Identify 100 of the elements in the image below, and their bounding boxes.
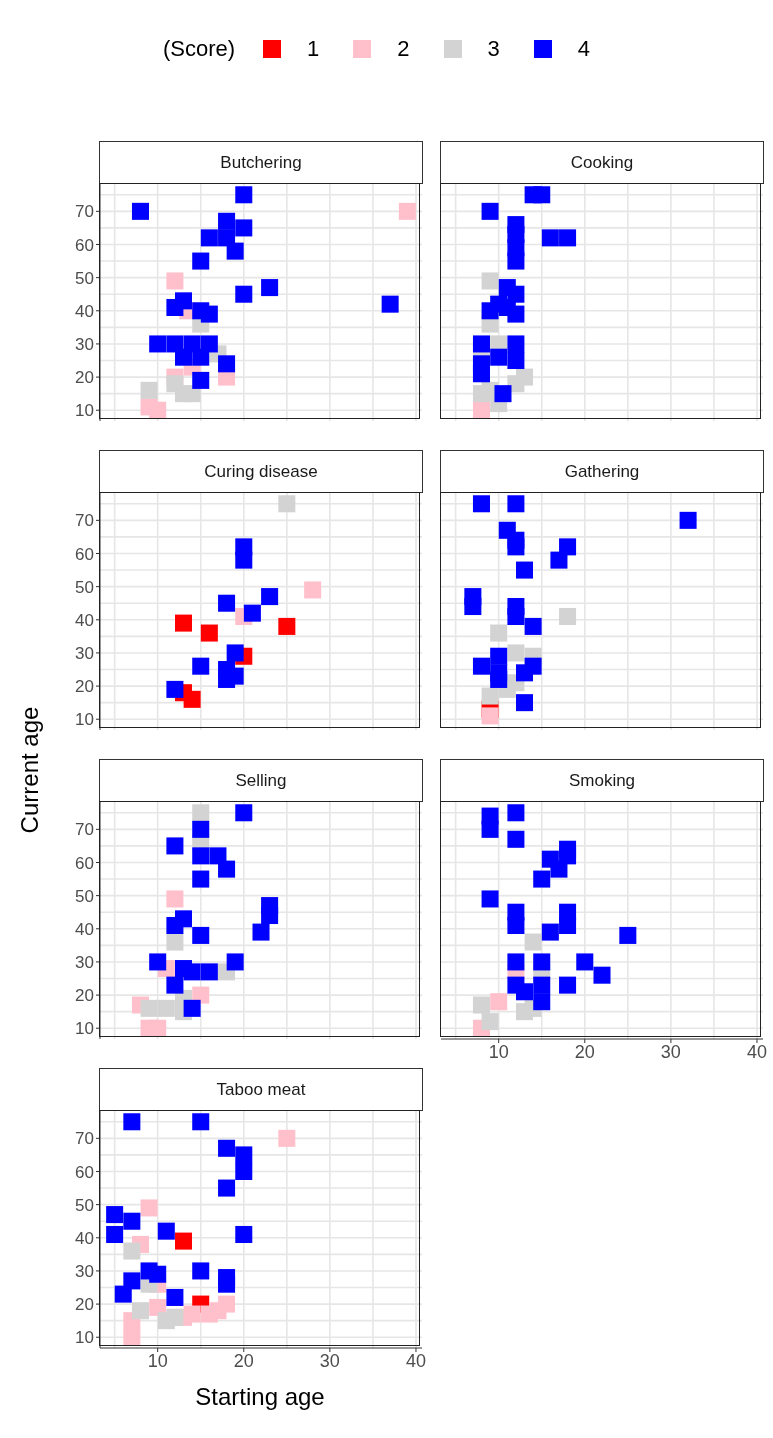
y-tick-label: 60 bbox=[75, 235, 94, 255]
point bbox=[261, 279, 279, 297]
point bbox=[226, 644, 244, 662]
point bbox=[516, 1003, 534, 1021]
legend-label: 4 bbox=[577, 36, 591, 62]
point bbox=[175, 348, 193, 366]
point bbox=[507, 607, 525, 625]
point bbox=[218, 1295, 236, 1313]
point bbox=[106, 1225, 124, 1243]
point bbox=[481, 272, 499, 290]
point bbox=[235, 1146, 253, 1164]
y-tick-label: 50 bbox=[75, 268, 94, 288]
point bbox=[524, 657, 542, 675]
x-tick-label: 40 bbox=[405, 1350, 426, 1371]
point bbox=[192, 804, 210, 822]
x-axis-title: Starting age bbox=[194, 1383, 326, 1411]
point bbox=[131, 1302, 149, 1320]
point bbox=[381, 295, 399, 313]
point bbox=[166, 890, 184, 908]
point bbox=[472, 365, 490, 383]
point bbox=[192, 1262, 210, 1280]
point bbox=[481, 687, 499, 705]
point bbox=[490, 993, 508, 1011]
y-tick-label: 50 bbox=[75, 577, 94, 597]
point bbox=[149, 953, 167, 971]
point bbox=[218, 355, 236, 373]
x-tick-label: 30 bbox=[660, 1041, 681, 1062]
point bbox=[235, 186, 253, 204]
point bbox=[533, 186, 551, 204]
point bbox=[166, 1308, 184, 1326]
y-tick-label: 70 bbox=[75, 820, 94, 840]
chart-title: Smoking bbox=[440, 759, 764, 802]
point bbox=[507, 495, 525, 513]
point bbox=[166, 976, 184, 994]
point bbox=[157, 1222, 175, 1240]
y-tick-label: 40 bbox=[75, 610, 94, 630]
point bbox=[507, 351, 525, 370]
y-tick-label: 70 bbox=[75, 202, 94, 222]
point bbox=[192, 252, 210, 270]
point bbox=[559, 607, 577, 625]
point bbox=[278, 495, 296, 513]
point bbox=[192, 870, 210, 888]
y-tick-label: 30 bbox=[75, 643, 94, 663]
point bbox=[123, 1328, 141, 1346]
point bbox=[481, 202, 499, 220]
point bbox=[559, 847, 577, 865]
y-tick-label: 20 bbox=[75, 1295, 94, 1315]
point bbox=[200, 229, 218, 247]
point bbox=[157, 999, 175, 1017]
point bbox=[261, 907, 279, 925]
chart-title: Selling bbox=[99, 759, 423, 802]
point bbox=[252, 923, 270, 941]
point bbox=[235, 1225, 253, 1243]
y-tick-label: 60 bbox=[75, 853, 94, 873]
point bbox=[175, 1232, 193, 1250]
point bbox=[235, 804, 253, 822]
point bbox=[106, 1206, 124, 1224]
point bbox=[218, 212, 236, 230]
point bbox=[481, 890, 499, 908]
point bbox=[533, 953, 551, 971]
point bbox=[593, 966, 611, 984]
point bbox=[507, 252, 525, 270]
point bbox=[507, 830, 525, 848]
point bbox=[192, 926, 210, 944]
point bbox=[507, 335, 525, 353]
point bbox=[679, 511, 697, 529]
point bbox=[123, 1113, 141, 1131]
point bbox=[576, 953, 594, 971]
y-tick-label: 20 bbox=[75, 368, 94, 388]
point bbox=[472, 996, 490, 1014]
point bbox=[183, 963, 201, 981]
point bbox=[192, 820, 210, 838]
point bbox=[559, 538, 577, 556]
y-tick-label: 50 bbox=[75, 1195, 94, 1215]
point bbox=[183, 335, 201, 353]
point bbox=[218, 1275, 236, 1293]
point bbox=[524, 617, 542, 635]
y-tick-label: 70 bbox=[75, 511, 94, 531]
y-tick-label: 30 bbox=[75, 334, 94, 354]
point bbox=[226, 242, 244, 260]
point bbox=[166, 272, 184, 290]
point bbox=[175, 614, 193, 632]
point bbox=[472, 495, 490, 513]
point bbox=[149, 1265, 167, 1283]
x-tick-label: 20 bbox=[574, 1041, 595, 1062]
point bbox=[464, 598, 482, 616]
chart-title: Gathering bbox=[440, 450, 764, 493]
point bbox=[218, 1139, 236, 1157]
x-tick-label: 10 bbox=[488, 1041, 509, 1062]
point bbox=[218, 860, 236, 878]
point bbox=[166, 1288, 184, 1306]
point bbox=[192, 302, 210, 320]
y-tick-label: 40 bbox=[75, 1228, 94, 1248]
point bbox=[490, 624, 508, 642]
legend-label: 1 bbox=[307, 36, 320, 62]
point bbox=[192, 371, 210, 389]
point bbox=[218, 1179, 236, 1197]
point bbox=[516, 561, 534, 579]
point bbox=[524, 933, 542, 951]
point bbox=[218, 670, 236, 688]
